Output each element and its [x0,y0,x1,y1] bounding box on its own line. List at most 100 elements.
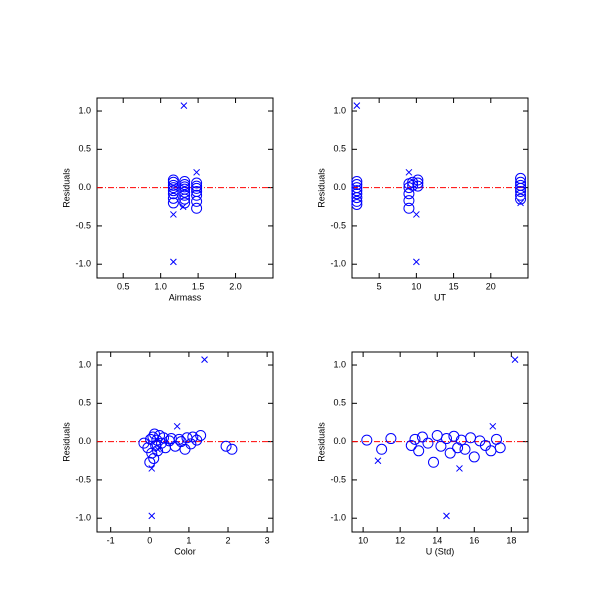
x-tick-label: 3 [265,535,270,545]
point [376,443,388,455]
point [431,429,443,441]
x-tick-label: 2.0 [229,281,242,291]
point [148,428,160,440]
point [167,174,179,186]
x-tick-label: 14 [432,535,442,545]
y-axis-label: Residuals [316,168,326,208]
point [167,185,179,197]
cross-stroke [374,457,382,465]
point [351,185,363,197]
point [167,179,179,191]
point [351,195,363,207]
cross-stroke [353,102,361,110]
point [179,186,191,198]
panel: -1 0 1 2 3 -1.0 -0.5 0.0 0.5 1.0 Color Residuals [61,351,274,556]
point [443,512,450,520]
x-tick-label: 0 [147,535,152,545]
y-tick-label: 1.0 [333,105,346,115]
y-tick-label: -1.0 [330,513,346,523]
y-tick-label: 0.5 [78,144,91,154]
point [167,176,179,188]
point [361,434,373,446]
point [489,422,497,430]
point [452,442,464,454]
point [413,211,420,218]
point [515,189,527,201]
y-tick-label: -0.5 [330,220,346,230]
cross-stroke [511,356,519,364]
y-tick-label: 0.0 [333,182,346,192]
cross-stroke [170,211,177,218]
point [167,192,179,204]
point [403,202,415,214]
x-tick-label: 20 [486,281,496,291]
point [193,168,200,176]
cross-stroke [405,168,413,176]
cross-stroke [489,422,497,430]
x-tick-label: 18 [506,535,516,545]
point [180,102,188,110]
point [148,512,156,520]
point [412,177,424,189]
x-tick-label: 10 [358,535,368,545]
y-tick-label: 1.0 [333,359,346,369]
point [179,179,191,191]
x-tick-label: 12 [395,535,405,545]
x-tick-label: -1 [107,535,115,545]
point [385,433,397,445]
point [435,440,447,452]
cross-stroke [170,258,177,266]
point [494,442,506,454]
y-tick-label: -1.0 [75,513,91,523]
point [167,182,179,194]
y-tick-label: 1.0 [78,359,91,369]
point [412,174,424,186]
point [226,443,238,455]
x-tick-label: 10 [411,281,421,291]
point [167,197,179,209]
y-tick-label: -0.5 [75,220,91,230]
x-axis-label: U (Std) [426,546,455,556]
point [412,180,424,192]
point [179,193,191,205]
y-tick-label: 0.0 [333,436,346,446]
x-tick-label: 2 [226,535,231,545]
y-tick-label: 0.5 [333,398,346,408]
cross-stroke [517,199,524,207]
point [413,258,420,266]
point [351,198,363,210]
y-tick-label: -0.5 [75,474,91,484]
point [351,179,363,191]
y-tick-label: 0.5 [78,398,91,408]
point [187,431,199,443]
point [173,433,185,445]
point [444,447,456,459]
point [179,443,191,455]
point [179,203,187,211]
y-tick-label: 0.0 [78,436,91,446]
point [351,175,363,187]
panel: 10 12 14 16 18 -1.0 -0.5 0.0 0.5 1.0 U (Std) Residu… [316,351,529,556]
cross-stroke [148,512,156,520]
cross-stroke [154,445,161,453]
point [191,195,203,207]
point [351,188,363,200]
x-tick-label: 1.0 [154,281,167,291]
point [201,356,208,364]
point [191,189,203,201]
cross-stroke [173,422,181,430]
cross-stroke [456,465,463,472]
y-tick-label: -1.0 [330,259,346,269]
point [374,457,382,465]
x-axis-label: Airmass [169,292,202,302]
cross-stroke [148,465,156,472]
cross-stroke [180,102,188,110]
point [170,258,177,266]
x-axis-label: Color [174,546,196,556]
point [179,175,191,187]
point [185,438,197,450]
point [403,195,415,207]
point [353,102,361,110]
y-tick-label: 0.0 [78,182,91,192]
point [173,422,181,430]
